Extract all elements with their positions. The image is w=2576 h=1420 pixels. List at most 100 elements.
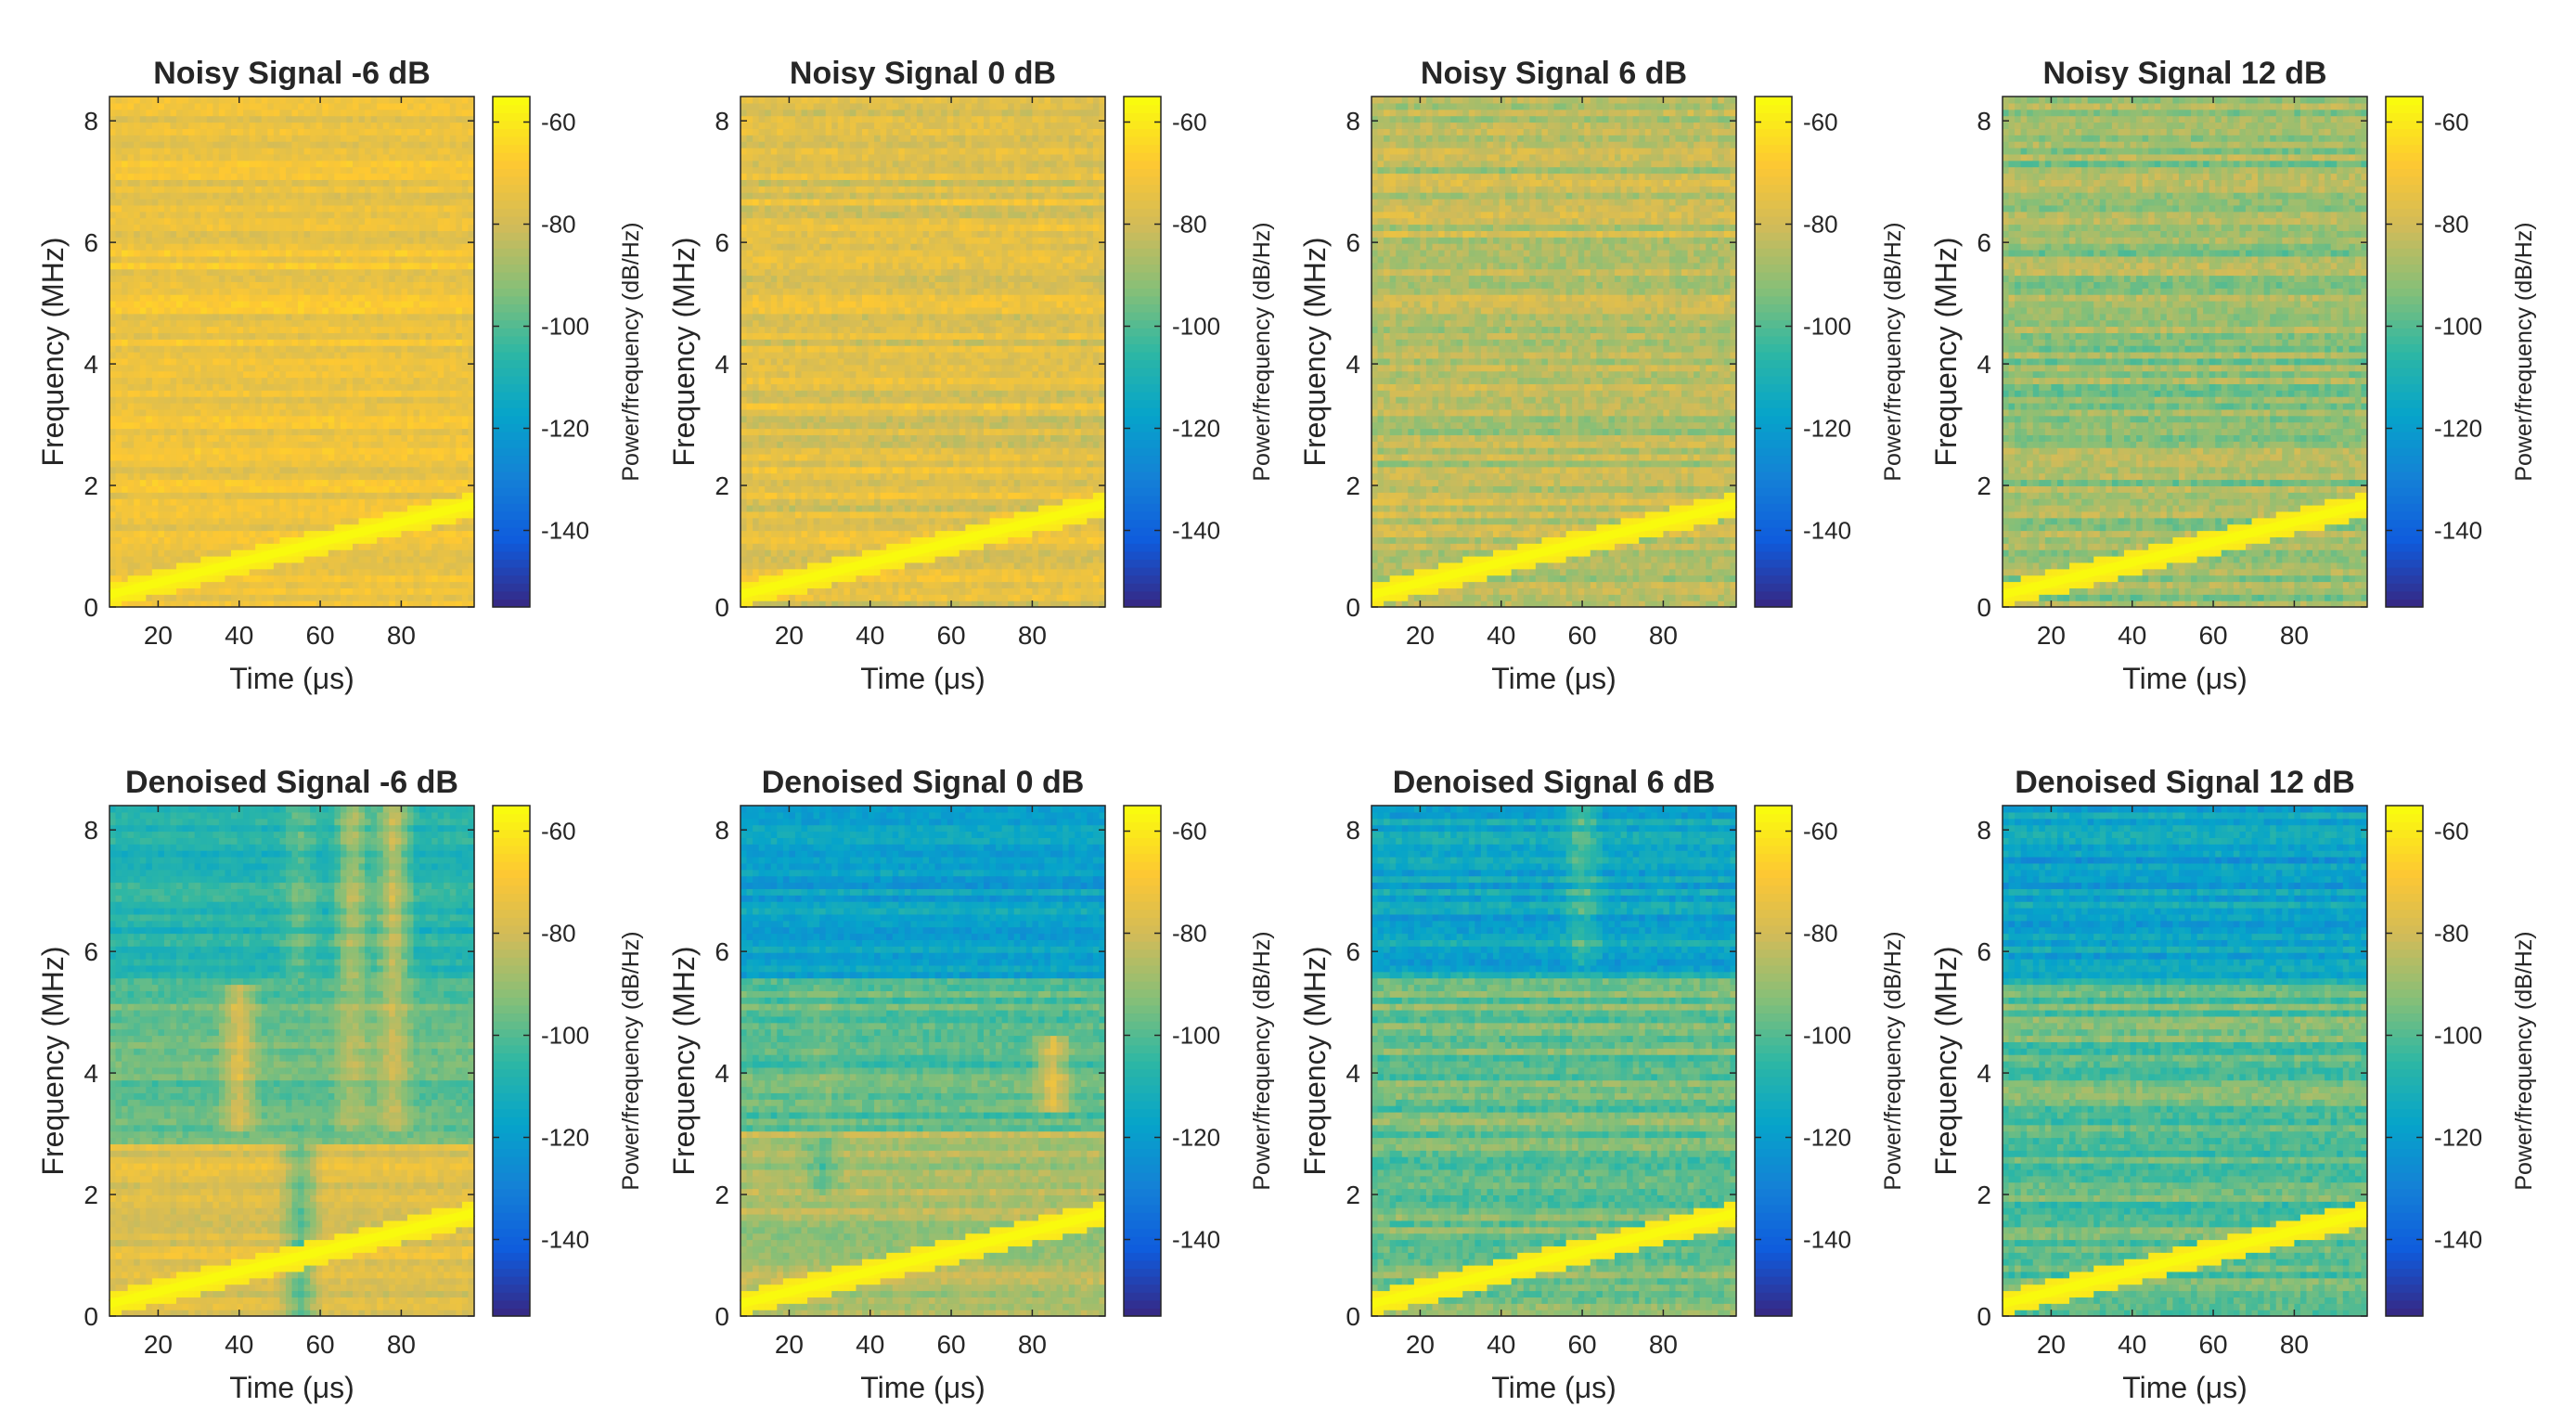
heatmap-cell — [134, 97, 141, 104]
heatmap-cell — [358, 459, 366, 468]
heatmap-cell — [122, 97, 129, 104]
heatmap-cell — [243, 549, 251, 557]
heatmap-cell — [158, 128, 165, 136]
heatmap-cell — [431, 301, 439, 308]
heatmap-cell — [406, 530, 415, 537]
heatmap-cell — [316, 594, 323, 601]
heatmap-cell — [365, 160, 372, 168]
heatmap-cell — [456, 403, 463, 410]
heatmap-cell — [377, 390, 384, 397]
heatmap-cell — [213, 466, 220, 474]
heatmap-cell — [285, 301, 293, 308]
heatmap-cell — [213, 122, 220, 129]
heatmap-cell — [213, 377, 220, 384]
heatmap-cell — [255, 421, 263, 430]
heatmap-cell — [249, 536, 256, 544]
heatmap-cell — [340, 574, 348, 583]
heatmap-cell — [170, 199, 177, 206]
heatmap-cell — [741, 492, 748, 499]
heatmap-cell — [122, 377, 129, 384]
heatmap-cell — [243, 204, 251, 213]
heatmap-cell — [456, 186, 463, 193]
heatmap-cell — [431, 370, 439, 379]
heatmap-cell — [243, 237, 251, 244]
heatmap-cell — [370, 192, 378, 200]
heatmap-cell — [158, 390, 165, 397]
heatmap-cell — [249, 587, 256, 595]
heatmap-cell — [310, 339, 317, 346]
heatmap-cell — [394, 173, 402, 180]
heatmap-cell — [346, 428, 354, 435]
heatmap-cell — [206, 517, 213, 525]
heatmap-cell — [370, 128, 378, 136]
heatmap-cell — [285, 237, 293, 244]
heatmap-cell — [122, 523, 129, 532]
heatmap-cell — [413, 415, 420, 423]
heatmap-cell — [267, 536, 275, 544]
heatmap-cell — [285, 160, 293, 168]
heatmap-cell — [122, 102, 129, 110]
heatmap-cell — [419, 109, 427, 117]
heatmap-cell — [261, 377, 268, 384]
heatmap-cell — [353, 549, 360, 557]
heatmap-cell — [285, 530, 293, 537]
heatmap-cell — [122, 447, 129, 455]
colorbar-tick-label: -120 — [541, 415, 589, 443]
heatmap-cell — [225, 122, 232, 129]
heatmap-cell — [401, 294, 408, 302]
heatmap-cell — [146, 186, 153, 193]
heatmap-cell — [237, 211, 244, 219]
heatmap-cell — [267, 523, 275, 532]
heatmap-cell — [468, 186, 475, 193]
heatmap-cell — [468, 262, 475, 270]
heatmap-cell — [413, 224, 420, 231]
heatmap-cell — [303, 492, 311, 499]
heatmap-cell — [310, 122, 317, 129]
heatmap-cell — [163, 109, 172, 117]
heatmap-cell — [291, 122, 299, 129]
heatmap-cell — [218, 472, 226, 481]
heatmap-cell — [139, 319, 147, 328]
heatmap-cell — [279, 313, 287, 321]
heatmap-cell — [449, 141, 457, 148]
heatmap-cell — [334, 275, 341, 282]
heatmap-cell — [279, 568, 287, 576]
heatmap-cell — [322, 301, 329, 308]
heatmap-cell — [273, 594, 280, 601]
heatmap-cell — [273, 332, 280, 340]
heatmap-cell — [394, 428, 402, 435]
heatmap-cell — [273, 454, 280, 461]
heatmap-cell — [182, 352, 189, 359]
heatmap-cell — [449, 383, 457, 391]
heatmap-cell — [322, 141, 329, 148]
heatmap-cell — [249, 562, 256, 570]
heatmap-cell — [449, 332, 457, 340]
heatmap-cell — [358, 294, 366, 302]
heatmap-cell — [188, 153, 196, 161]
heatmap-cell — [461, 339, 470, 346]
heatmap-cell — [115, 153, 122, 161]
heatmap-cell — [146, 306, 153, 315]
heatmap-cell — [200, 530, 208, 537]
colorbar-swatch — [493, 510, 530, 521]
heatmap-cell — [139, 153, 147, 161]
heatmap-cell — [176, 339, 184, 346]
heatmap-cell — [188, 556, 196, 563]
heatmap-cell — [127, 459, 135, 468]
heatmap-cell — [249, 230, 256, 238]
heatmap-cell — [213, 345, 220, 353]
heatmap-cell — [322, 294, 329, 302]
heatmap-cell — [437, 339, 444, 346]
heatmap-cell — [468, 390, 475, 397]
heatmap-cell — [316, 574, 323, 583]
heatmap-cell — [406, 141, 415, 148]
heatmap-cell — [261, 288, 268, 295]
heatmap-cell — [346, 122, 354, 129]
heatmap-cell — [231, 153, 238, 161]
y-axis-label: Frequency (MHz) — [36, 237, 70, 466]
heatmap-cell — [158, 587, 165, 595]
heatmap-cell — [291, 345, 299, 353]
heatmap-cell — [389, 173, 396, 180]
heatmap-cell — [194, 186, 201, 193]
heatmap-cell — [261, 543, 268, 550]
